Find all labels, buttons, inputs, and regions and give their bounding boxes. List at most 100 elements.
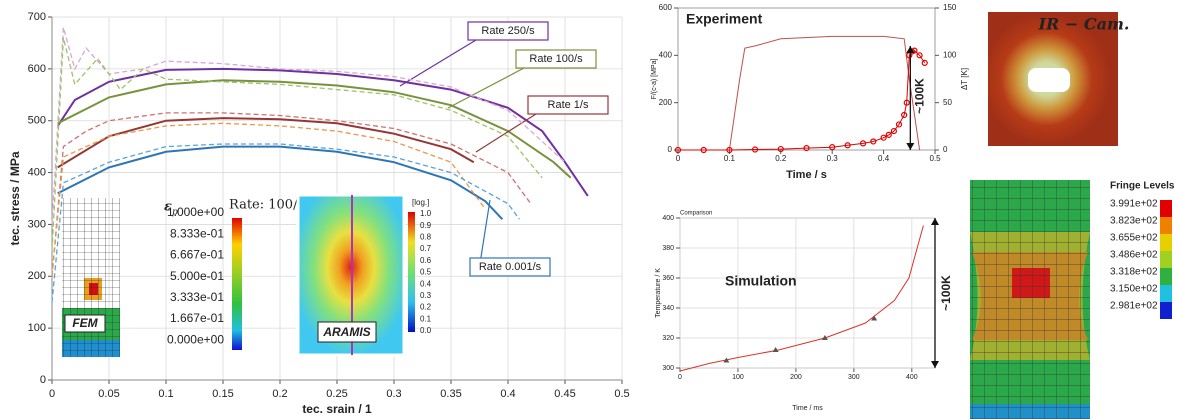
y-tick-label: 380 [662, 245, 674, 252]
fringe-level: 3.655e+02 [1110, 233, 1158, 244]
aramis-level: 0.4 [420, 279, 432, 288]
y2-tick-label: 0 [943, 145, 948, 154]
y-tick-label: 400 [662, 215, 674, 222]
marker [916, 52, 923, 59]
y-tick-label: 360 [662, 275, 674, 282]
y-tick-label: 200 [28, 270, 46, 282]
legend-box [467, 21, 549, 41]
ir-label: IR − Cam. [1038, 15, 1130, 34]
aramis-level: 0.8 [420, 233, 432, 242]
y-tick-label: 0 [40, 374, 46, 386]
series-line [57, 145, 504, 220]
fem-rate: Rate: 100/s [229, 198, 304, 213]
x-tick-label: 300 [848, 374, 860, 381]
y-tick-label: 400 [659, 50, 673, 59]
fringe-swatch [1160, 285, 1172, 302]
x-tick-label: 0.1 [724, 154, 736, 163]
aramis-level: 0.1 [420, 314, 432, 323]
fringe-swatch [1160, 217, 1172, 234]
x-tick-label: 0.2 [775, 154, 787, 163]
legend-leader [447, 67, 525, 109]
series-line [57, 79, 572, 179]
x-tick-label: 0 [676, 154, 681, 163]
arrow-head [906, 143, 915, 150]
y-axis-label: Temperature / K [655, 268, 662, 318]
x-axis-label: Time / ms [792, 405, 823, 412]
y2-tick-label: 50 [943, 98, 952, 107]
legend-box [527, 95, 609, 115]
marker [700, 146, 707, 154]
x-tick-label: 0.3 [827, 154, 839, 163]
aramis-level: 0.6 [420, 256, 432, 265]
stress-strain-chart: 0 0.05 0.1 0.15 0.2 0.25 0.3 0.35 0.4 0.45 0.5 0 100… [8, 11, 629, 416]
x-axis-label: Time / s [786, 169, 827, 181]
fem-level: 5.000e-01 [170, 269, 224, 283]
x-tick-label: 0.2 [272, 388, 287, 400]
legend-box [515, 49, 597, 69]
aramis-level: 0.9 [420, 221, 432, 230]
marker [871, 315, 878, 321]
aramis-label: ARAMIS [322, 325, 370, 339]
fringe-title: Fringe Levels [1110, 181, 1175, 192]
fem-label-box [64, 314, 106, 333]
aramis-label-box [317, 321, 377, 343]
x-tick-label: 0.25 [326, 388, 347, 400]
fem-label: FEM [72, 316, 98, 330]
fem-symbol-sub: p [172, 208, 178, 218]
x-tick-label: 0.35 [440, 388, 461, 400]
chart-title: Experiment [686, 11, 763, 27]
plot-area [677, 7, 936, 151]
aramis-level: 0.0 [420, 326, 432, 335]
arrow-head [906, 46, 915, 53]
x-tick-label: 0.4 [500, 388, 515, 400]
marker [726, 146, 733, 154]
marker [803, 145, 810, 152]
marker [777, 145, 784, 153]
fringe-swatch [1160, 302, 1172, 319]
y-tick-label: 600 [659, 3, 673, 12]
x-tick-label: 400 [906, 374, 918, 381]
marker [859, 140, 867, 147]
x-tick-label: 100 [732, 374, 744, 381]
y-tick-label: 340 [662, 305, 674, 312]
annotation: ~100K [912, 78, 926, 114]
marker [903, 99, 910, 106]
series-line [678, 50, 926, 151]
legend-leader [399, 39, 477, 87]
fringe-level: 3.991e+02 [1110, 199, 1158, 210]
y-tick-label: 700 [28, 11, 46, 23]
y2-tick-label: 150 [943, 3, 957, 12]
aramis-unit: [log.] [412, 198, 429, 207]
series-line [51, 143, 520, 303]
ir-camera: IR − Cam. [988, 12, 1129, 146]
legend-label: Rate 0.001/s [479, 261, 542, 273]
aramis-colorbar [408, 212, 415, 332]
marker [870, 138, 877, 145]
x-tick-label: 0.1 [158, 388, 173, 400]
fringe-swatch [1160, 268, 1172, 285]
fem-level: 8.333e-01 [170, 226, 224, 240]
series-line [51, 112, 532, 277]
plot-area [679, 217, 936, 369]
aramis-level: 0.7 [420, 244, 432, 253]
legend-label: Rate 250/s [481, 25, 535, 37]
fem-level: 1.667e-01 [170, 311, 224, 325]
series-line [678, 35, 921, 151]
aramis-level: 0.5 [420, 268, 432, 277]
marker [674, 146, 682, 154]
y-tick-label: 300 [28, 218, 46, 230]
x-tick-label: 0.3 [386, 388, 401, 400]
fringe-swatch [1160, 234, 1172, 251]
fringe-swatch [1160, 200, 1172, 217]
x-tick-label: 0.15 [212, 388, 233, 400]
marker [772, 347, 779, 352]
y-axis-label: tec. stress / MPa [8, 151, 22, 245]
y-tick-label: 500 [28, 115, 46, 127]
marker [901, 111, 908, 119]
fringe-level: 3.486e+02 [1110, 250, 1158, 261]
marker [880, 134, 887, 141]
x-tick-label: 200 [790, 374, 802, 381]
legend-label: Rate 100/s [529, 53, 583, 65]
x-tick-label: 0.5 [614, 388, 629, 400]
fringe-level: 2.981e+02 [1110, 301, 1158, 312]
